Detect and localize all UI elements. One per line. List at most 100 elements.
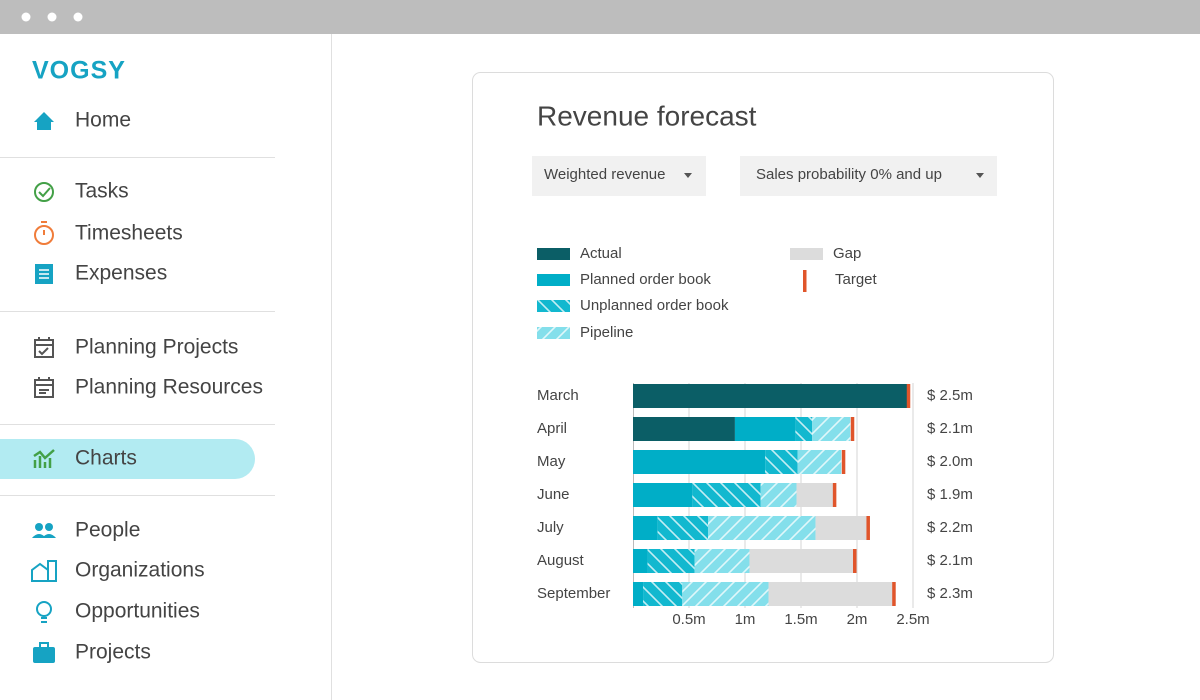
bar-segment (633, 549, 648, 573)
nav-icon[interactable] (34, 112, 54, 130)
bar-segment (633, 483, 693, 507)
value-label: $ 2.1m (927, 552, 973, 569)
category-label: September (537, 585, 610, 602)
dropdown[interactable] (532, 156, 706, 196)
sidebar: VOGSY Home Tasks Timesheets Expenses Plannin… (0, 57, 275, 664)
category-label: July (537, 519, 564, 536)
dropdown[interactable] (740, 156, 997, 196)
value-label: $ 2.0m (927, 453, 973, 470)
legend-label: Pipeline (580, 324, 633, 341)
x-tick-label: 0.5m (672, 611, 705, 628)
bar-segment (647, 549, 695, 573)
card (472, 72, 1054, 663)
nav-icon[interactable] (34, 337, 54, 358)
icon (35, 523, 43, 531)
value-label: $ 2.3m (927, 585, 973, 602)
target-marker (906, 384, 911, 408)
legend-label: Actual (580, 245, 622, 262)
nav-item[interactable]: Organizations (75, 559, 205, 582)
nav-icon[interactable] (34, 377, 54, 398)
icon (34, 225, 54, 245)
x-tick-label: 1.5m (784, 611, 817, 628)
category-label: June (537, 486, 570, 503)
icon (36, 601, 52, 617)
bar-segment (692, 483, 761, 507)
category-label: May (537, 453, 566, 470)
nav-item[interactable]: People (75, 519, 140, 542)
nav-icon[interactable] (33, 449, 55, 468)
target-marker (841, 450, 846, 474)
nav-icon[interactable] (32, 523, 56, 538)
target-marker (892, 582, 896, 606)
nav-item[interactable]: Home (75, 109, 131, 132)
nav-icon[interactable] (34, 182, 54, 202)
legend-label: Unplanned order book (580, 297, 729, 314)
value-label: $ 2.5m (927, 387, 973, 404)
icon (34, 379, 54, 398)
icon (32, 534, 56, 538)
icon (41, 221, 47, 235)
dropdown-label[interactable]: Sales probability 0% and up (756, 166, 942, 183)
bar-segment (815, 516, 868, 540)
nav-item[interactable]: Planning Resources (75, 376, 263, 399)
bar-segment (765, 450, 798, 474)
category-label: August (537, 552, 585, 569)
x-tick-label: 2m (847, 611, 868, 628)
nav-icon[interactable] (35, 264, 53, 284)
nav-item[interactable]: Timesheets (75, 222, 183, 245)
icon (35, 337, 53, 356)
value-label: $ 2.1m (927, 420, 973, 437)
nav-icon[interactable] (34, 221, 54, 245)
target-marker (853, 549, 857, 573)
icon (41, 617, 47, 623)
window-dot[interactable] (73, 12, 83, 22)
icon (39, 269, 49, 279)
bar-segment (633, 516, 658, 540)
title-bar (0, 0, 1200, 34)
nav-icon[interactable] (36, 601, 52, 623)
bar-segment (734, 417, 796, 441)
chart: Actual Planned order book Unplanned order … (537, 245, 973, 628)
legend-label: Target (835, 271, 878, 288)
category-label: April (537, 420, 567, 437)
nav-item[interactable]: Opportunities (75, 600, 200, 623)
logo: VOGSY (32, 57, 126, 85)
nav-icon[interactable] (31, 560, 57, 582)
nav-item[interactable]: Projects (75, 641, 151, 664)
icon (35, 377, 53, 394)
value-label: $ 1.9m (927, 486, 973, 503)
dropdown-arrow[interactable] (684, 173, 692, 178)
nav-item[interactable]: Expenses (75, 262, 167, 285)
icon (31, 560, 57, 582)
nav-item[interactable]: Planning Projects (75, 336, 238, 359)
icon (39, 642, 49, 647)
nav-item[interactable]: Tasks (75, 180, 129, 203)
bar-segment (749, 549, 854, 573)
nav-icon[interactable] (33, 642, 55, 663)
bar-segment (633, 582, 644, 606)
bar-segment (633, 450, 766, 474)
bar-segment (812, 417, 851, 441)
nav-item[interactable]: Charts (75, 447, 137, 470)
icon (34, 339, 54, 358)
legend-swatch (537, 327, 570, 339)
bar-segment (633, 417, 735, 441)
window-dot[interactable] (21, 12, 31, 22)
icon (38, 187, 51, 198)
dropdown-label[interactable]: Weighted revenue (544, 166, 665, 183)
window-dot[interactable] (47, 12, 57, 22)
category-label: March (537, 387, 579, 404)
bar-segment (795, 417, 813, 441)
card-title: Revenue forecast (537, 100, 757, 131)
bar-segment (760, 483, 797, 507)
active-highlight[interactable] (0, 439, 255, 479)
value-label: $ 2.2m (927, 519, 973, 536)
dropdown-arrow[interactable] (976, 173, 984, 178)
bar-segment (682, 582, 769, 606)
bar-segment (768, 582, 894, 606)
x-tick-label: 1m (735, 611, 756, 628)
icon (33, 449, 55, 468)
bar-segment (643, 582, 683, 606)
